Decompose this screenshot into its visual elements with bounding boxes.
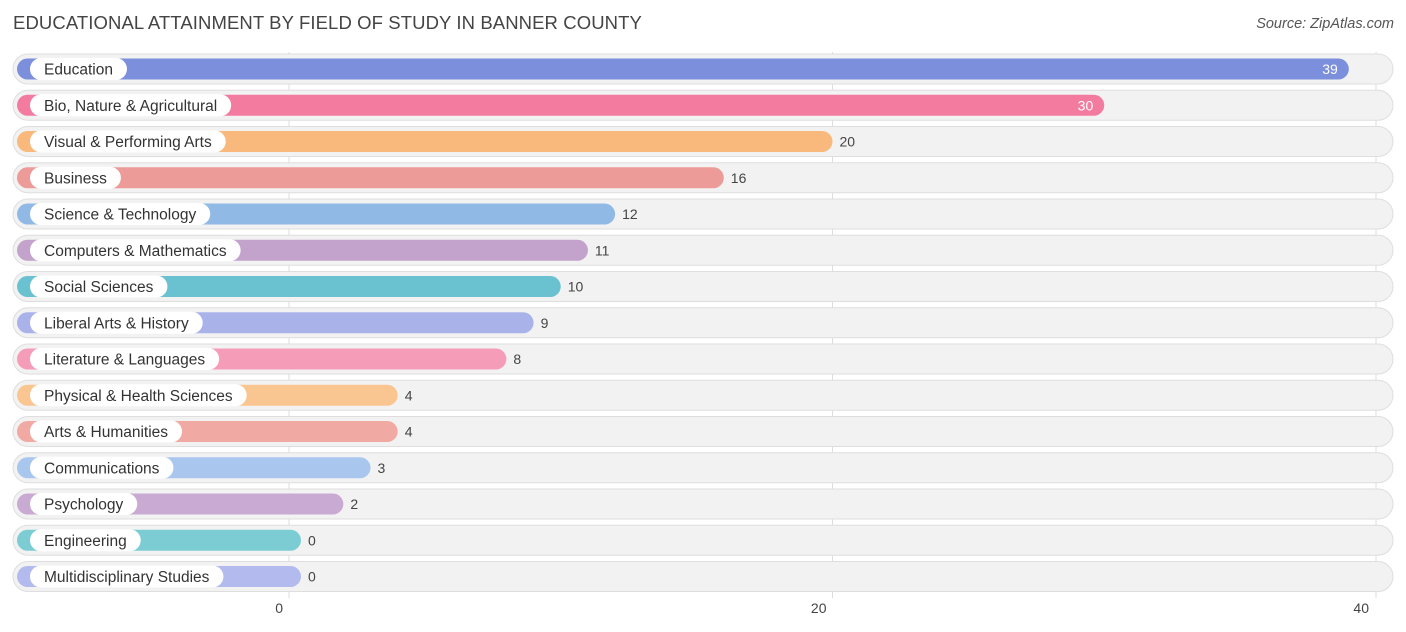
bar [17, 167, 724, 189]
category-label: Bio, Nature & Agricultural [44, 98, 217, 115]
value-label: 4 [405, 387, 413, 403]
value-label: 4 [405, 424, 413, 440]
category-label-pill [30, 203, 211, 225]
bar-row: Science & Technology 12 [12, 198, 1394, 230]
category-label-pill [30, 348, 220, 370]
value-label: 8 [513, 351, 521, 367]
bar-track [12, 524, 1394, 556]
bar-row: Computers & Mathematics 11 [12, 234, 1394, 266]
bar-row: Communications 3 [12, 452, 1394, 484]
category-label-pill [30, 529, 141, 552]
bar-row: Multidisciplinary Studies 0 [12, 561, 1394, 592]
category-label-pill [30, 94, 232, 117]
category-label-pill [30, 311, 203, 334]
value-label: 0 [308, 569, 316, 585]
value-label: 10 [568, 279, 584, 295]
category-label: Communications [44, 460, 160, 477]
category-label: Literature & Languages [44, 352, 205, 369]
value-label: 0 [308, 532, 316, 548]
bar-row: Psychology 2 [12, 488, 1394, 520]
category-label: Education [44, 62, 113, 79]
bar-row: Engineering 0 [12, 524, 1394, 556]
bar-row: Visual & Performing Arts 20 [12, 126, 1394, 157]
category-label: Physical & Health Sciences [44, 388, 233, 405]
bar-track [12, 488, 1394, 520]
x-tick-label: 0 [275, 600, 283, 616]
category-label: Visual & Performing Arts [44, 134, 212, 151]
bar-row: Education 39 [12, 53, 1394, 85]
category-label: Social Sciences [44, 279, 154, 296]
bar-row: Arts & Humanities 4 [12, 416, 1394, 447]
source-credit: Source: ZipAtlas.com [1256, 16, 1394, 32]
category-label-pill [30, 58, 127, 80]
bar-row: Bio, Nature & Agricultural 30 [12, 89, 1394, 121]
x-tick-label: 20 [811, 600, 827, 616]
bar [17, 94, 1105, 116]
chart-title: EDUCATIONAL ATTAINMENT BY FIELD OF STUDY… [13, 12, 642, 33]
category-label: Business [44, 170, 107, 187]
value-label: 16 [731, 170, 747, 186]
category-label-pill [30, 420, 183, 443]
value-label: 20 [840, 134, 856, 150]
value-label: 39 [1322, 61, 1338, 77]
bar-row: Business 16 [12, 162, 1394, 194]
category-label: Arts & Humanities [44, 424, 168, 441]
category-label-pill [30, 130, 226, 153]
category-label: Psychology [44, 497, 124, 514]
value-label: 11 [595, 242, 610, 258]
category-label: Multidisciplinary Studies [44, 569, 210, 586]
value-label: 2 [350, 496, 358, 512]
bar-row: Liberal Arts & History 9 [12, 307, 1394, 339]
category-label-pill [30, 166, 121, 189]
x-tick-label: 40 [1353, 600, 1369, 616]
bar-row: Physical & Health Sciences 4 [12, 379, 1394, 411]
category-label-pill [30, 493, 138, 515]
category-label-pill [30, 565, 224, 588]
value-label: 9 [541, 315, 549, 331]
x-axis: 0 20 40 [275, 600, 1369, 616]
value-label: 3 [378, 460, 386, 476]
bar [17, 58, 1349, 80]
bar-row: Literature & Languages 8 [12, 343, 1394, 375]
category-label: Liberal Arts & History [44, 315, 189, 332]
value-label: 12 [622, 206, 638, 222]
category-label-pill [30, 456, 174, 479]
bar-row: Social Sciences 10 [12, 271, 1394, 302]
category-label-pill [30, 384, 247, 407]
category-label-pill [30, 239, 241, 262]
category-label: Engineering [44, 533, 127, 550]
bar-track [12, 561, 1394, 592]
value-label: 30 [1078, 97, 1094, 113]
category-label-pill [30, 275, 168, 298]
category-label: Science & Technology [44, 207, 196, 224]
category-label: Computers & Mathematics [44, 243, 227, 260]
